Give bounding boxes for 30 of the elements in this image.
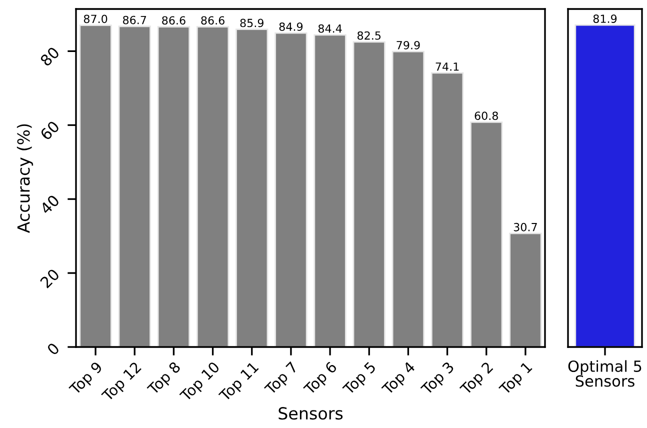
data-label: 79.9 [396, 40, 420, 50]
x-tick-label: Top 12 [100, 361, 144, 404]
x-tick-label: Top 5 [342, 361, 378, 398]
y-tick-label: 20 [40, 268, 60, 289]
data-label: 85.9 [240, 18, 264, 28]
data-label: 82.5 [358, 31, 381, 40]
x-axis-title: Sensors [278, 407, 343, 420]
x-tick-label: Top 6 [302, 361, 340, 398]
data-label: 81.9 [593, 14, 617, 23]
x-tick-label: Top 1 [498, 361, 534, 398]
y-tick-label: 40 [39, 194, 60, 215]
y-tick-label: 80 [40, 46, 60, 67]
x-tick-label: Top 11 [218, 361, 261, 404]
data-label: 86.6 [162, 16, 186, 25]
x-tick-label: Top 3 [420, 361, 456, 398]
data-label: 30.7 [514, 222, 537, 232]
x-tick-label: Top 4 [381, 361, 418, 398]
data-label: 74.1 [436, 62, 459, 71]
data-label: 87.0 [84, 14, 108, 24]
data-label: 86.7 [123, 16, 146, 24]
data-label: 60.8 [474, 112, 498, 120]
data-label: 84.9 [279, 22, 303, 31]
y-tick-label: 60 [40, 120, 60, 141]
x-tick-label: Top 7 [264, 361, 300, 398]
x-tick-label: Optimal 5 Sensors [568, 360, 642, 387]
y-axis-title: Accuracy (%) [16, 124, 34, 233]
data-label: 86.6 [201, 16, 224, 25]
y-tick-label: 0 [46, 342, 60, 356]
data-label: 84.4 [318, 24, 342, 33]
x-tick-label: Top 2 [459, 361, 496, 398]
